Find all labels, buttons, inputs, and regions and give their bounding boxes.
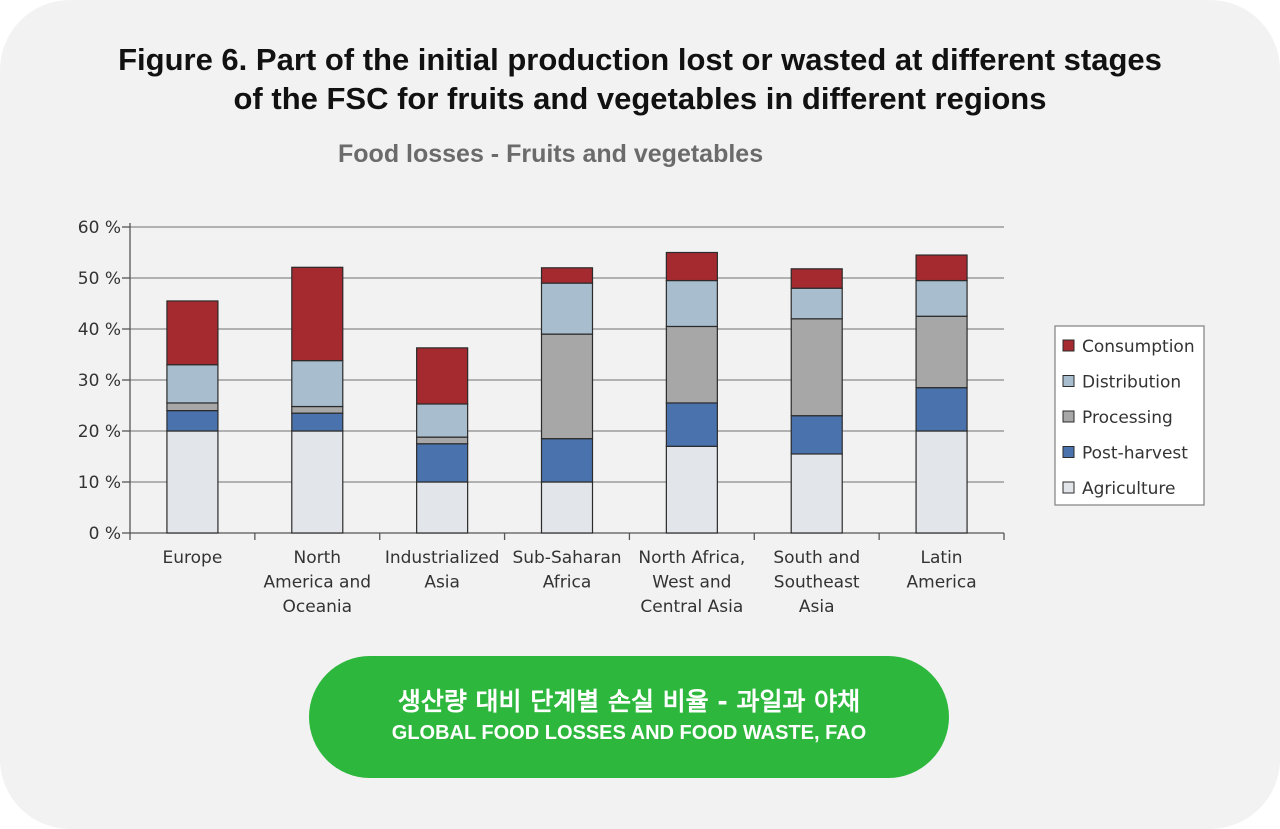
y-tick-label: 60 % [78,218,121,238]
bar-segment-post-harvest [790,415,843,455]
figure-title-line-1: Figure 6. Part of the initial production… [118,42,1162,77]
legend-label: Processing [1082,408,1173,428]
bar-segment-post-harvest [540,438,594,483]
y-tick-label: 10 % [78,473,121,493]
bar-segment-consumption [790,268,843,289]
figure-title-line-2: of the FSC for fruits and vegetables in … [233,81,1047,116]
bar-segment-processing [291,405,344,414]
bar-segment-post-harvest [665,402,718,447]
bar-segment-consumption [540,267,594,284]
x-tick-label: North America and Oceania [264,548,372,617]
bar-segment-agriculture [665,445,718,534]
bar-segment-post-harvest [291,412,344,432]
x-tick-label: Industrialized Asia [385,548,500,593]
bar-segment-consumption [665,251,718,282]
figure-title: Figure 6. Part of the initial production… [40,40,1240,118]
bar-segment-consumption [416,347,469,405]
legend-swatch [1062,375,1075,387]
x-tick-label: Latin America [907,548,977,593]
bar-segment-agriculture [915,430,968,534]
y-tick-label: 30 % [78,371,121,391]
bar-segment-distribution [915,279,968,317]
bar-segment-agriculture [416,481,469,534]
legend-swatch [1062,446,1075,458]
bar-segment-post-harvest [416,443,469,483]
legend-label: Post-harvest [1082,444,1188,464]
legend-swatch [1062,339,1075,352]
bar-segment-processing [540,333,594,440]
x-tick-label: Europe [163,548,223,568]
bar-segment-processing [665,325,718,404]
bar-segment-agriculture [291,430,344,534]
bar-segment-post-harvest [915,387,968,432]
legend-swatch [1062,481,1075,494]
bar-segment-agriculture [790,453,843,534]
y-tick-label: 50 % [78,269,121,289]
bar-segment-distribution [540,282,594,335]
bar-segment-processing [166,402,219,412]
bar-segment-processing [416,436,469,445]
legend-label: Distribution [1082,373,1181,393]
y-tick-label: 20 % [78,422,121,442]
y-tick-label: 40 % [78,320,121,340]
legend-label: Consumption [1082,337,1195,357]
bar-segment-processing [915,315,968,389]
bar-segment-distribution [416,403,469,438]
legend-label: Agriculture [1082,479,1176,499]
bar-segment-distribution [665,279,718,328]
bar-segment-agriculture [166,430,219,534]
x-tick-label: Sub-Saharan Africa [512,548,621,593]
x-tick-label: South and Southeast Asia [773,548,860,617]
chart-title: Food losses - Fruits and vegetables [338,140,764,168]
bar-segment-processing [790,318,843,417]
badge-source: GLOBAL FOOD LOSSES AND FOOD WASTE, FAO [391,722,867,744]
badge-korean-title: 생산량 대비 단계별 손실 비율 - 과일과 야채 [397,687,861,716]
bar-segment-post-harvest [166,410,219,432]
bar-segment-distribution [291,360,344,408]
bar-segment-consumption [291,266,344,362]
legend-box [1054,325,1205,506]
bar-segment-agriculture [540,481,594,534]
x-tick-label: North Africa, West and Central Asia [638,548,745,617]
bar-segment-consumption [915,254,968,282]
bar-segment-consumption [166,300,219,366]
bar-segment-distribution [166,364,219,404]
y-tick-label: 0 % [89,524,121,544]
bar-segment-distribution [790,287,843,320]
source-badge: 생산량 대비 단계별 손실 비율 - 과일과 야채 GLOBAL FOOD LO… [309,656,949,778]
legend-swatch [1062,410,1075,423]
